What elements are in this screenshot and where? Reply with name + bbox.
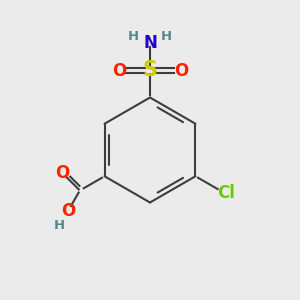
Text: O: O: [112, 61, 126, 80]
Text: H: H: [128, 29, 139, 43]
Text: Cl: Cl: [217, 184, 235, 202]
Text: H: H: [54, 219, 65, 232]
Text: O: O: [61, 202, 75, 220]
Text: O: O: [174, 61, 188, 80]
Text: N: N: [143, 34, 157, 52]
Text: H: H: [161, 29, 172, 43]
Text: S: S: [142, 61, 158, 80]
Text: O: O: [55, 164, 70, 182]
